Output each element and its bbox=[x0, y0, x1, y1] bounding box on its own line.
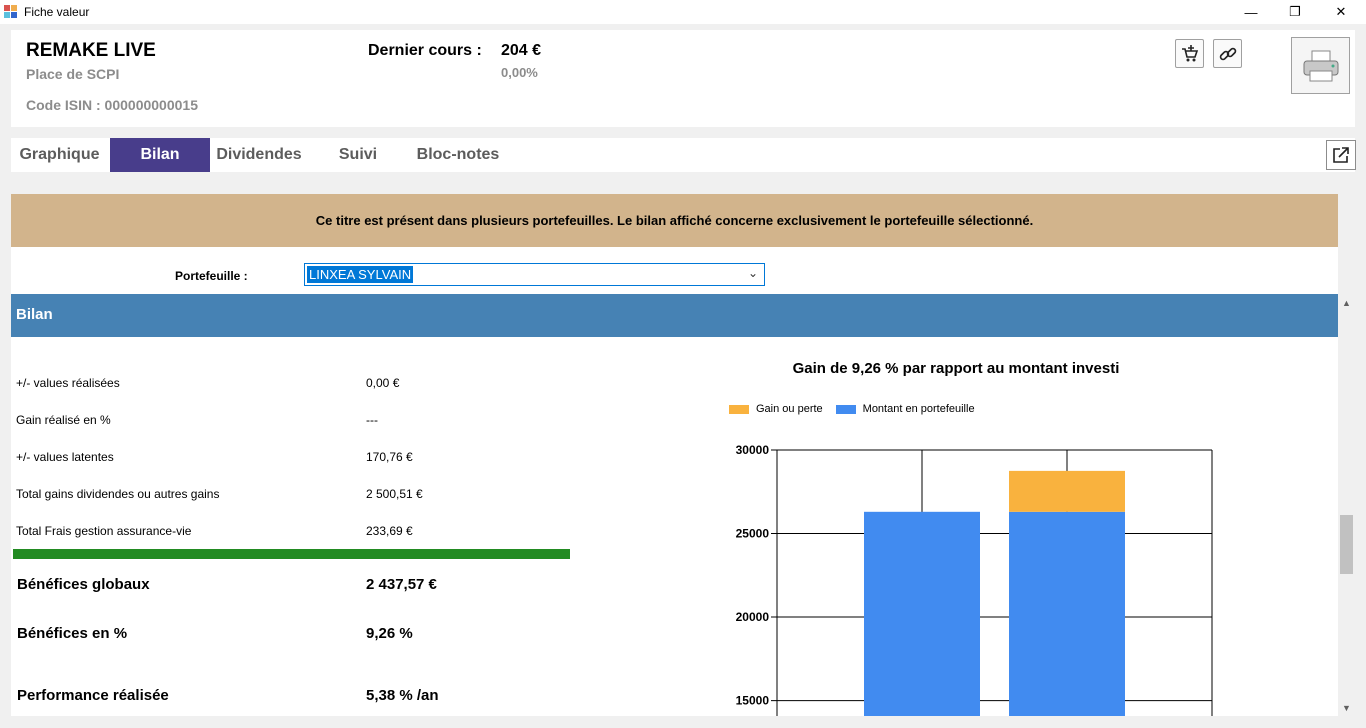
section-title: Bilan bbox=[11, 294, 1338, 337]
tab-bilan[interactable]: Bilan bbox=[110, 138, 210, 172]
y-tick-label: 20000 bbox=[736, 610, 770, 624]
legend-swatch-gain bbox=[729, 404, 749, 414]
add-to-cart-button[interactable] bbox=[1175, 39, 1204, 68]
portfolio-selected-value: LINXEA SYLVAIN bbox=[307, 266, 414, 283]
tab-bloc-notes[interactable]: Bloc-notes bbox=[416, 146, 500, 163]
portfolio-select[interactable]: LINXEA SYLVAIN ⌄ bbox=[304, 263, 765, 286]
scroll-up-arrow-icon[interactable]: ▲ bbox=[1342, 297, 1351, 308]
chevron-down-icon: ⌄ bbox=[747, 266, 758, 280]
isin-code: Code ISIN : 000000000015 bbox=[26, 97, 198, 113]
realized-performance-value: 5,38 % /an bbox=[366, 687, 439, 704]
printer-icon bbox=[1303, 50, 1338, 81]
cart-plus-icon bbox=[1181, 44, 1198, 61]
security-header: REMAKE LIVE Place de SCPI Code ISIN : 00… bbox=[11, 30, 1355, 127]
app-icon bbox=[4, 5, 18, 19]
print-button[interactable] bbox=[1291, 37, 1350, 94]
summary-divider bbox=[13, 549, 570, 559]
bar-portfolio bbox=[1009, 511, 1125, 716]
multi-portfolio-notice: Ce titre est présent dans plusieurs port… bbox=[11, 194, 1338, 247]
profit-pct-label: Bénéfices en % bbox=[17, 625, 128, 642]
external-link-icon bbox=[1333, 147, 1349, 163]
last-price-value: 204 € bbox=[501, 42, 542, 59]
portfolio-label: Portefeuille : bbox=[175, 269, 248, 283]
bar-portfolio bbox=[864, 511, 980, 716]
realized-performance-label: Performance réalisée bbox=[17, 687, 169, 704]
legend-swatch-portfolio bbox=[835, 404, 856, 414]
latent-values-label: +/- values latentes bbox=[16, 450, 114, 464]
tab-graphique[interactable]: Graphique bbox=[19, 146, 100, 163]
y-tick-label: 15000 bbox=[736, 694, 770, 708]
security-type: Place de SCPI bbox=[26, 66, 120, 82]
tab-bar: Graphique Bilan Dividendes Suivi Bloc-no… bbox=[11, 138, 1356, 172]
insurance-fees-value: 233,69 € bbox=[366, 524, 413, 538]
bar-gain bbox=[1009, 470, 1125, 512]
close-button[interactable]: ✕ bbox=[1335, 4, 1347, 19]
chart-title: Gain de 9,26 % par rapport au montant in… bbox=[792, 360, 1120, 377]
scroll-down-arrow-icon[interactable]: ▼ bbox=[1342, 702, 1351, 713]
restore-button[interactable]: ❐ bbox=[1289, 4, 1301, 19]
legend-label-gain: Gain ou perte bbox=[756, 403, 823, 415]
realized-gain-pct-value: --- bbox=[366, 413, 378, 427]
scrollbar-thumb[interactable] bbox=[1340, 515, 1353, 574]
insurance-fees-label: Total Frais gestion assurance-vie bbox=[16, 524, 192, 538]
window-title: Fiche valeur bbox=[24, 5, 90, 19]
realized-values-value: 0,00 € bbox=[366, 376, 400, 390]
legend-label-portfolio: Montant en portefeuille bbox=[862, 403, 975, 415]
y-tick-label: 30000 bbox=[736, 443, 770, 457]
latent-values-value: 170,76 € bbox=[366, 450, 413, 464]
last-price-label: Dernier cours : bbox=[368, 42, 482, 59]
profit-pct-value: 9,26 % bbox=[366, 625, 413, 642]
gain-bar-chart: 15000 20000 25000 30000 bbox=[736, 443, 1213, 716]
global-profit-value: 2 437,57 € bbox=[366, 576, 437, 593]
security-name: REMAKE LIVE bbox=[26, 40, 156, 61]
realized-values-label: +/- values réalisées bbox=[16, 376, 120, 390]
bilan-panel: Ce titre est présent dans plusieurs port… bbox=[11, 194, 1338, 716]
dividends-total-value: 2 500,51 € bbox=[366, 487, 423, 501]
y-tick-label: 25000 bbox=[736, 527, 770, 541]
minimize-button[interactable]: — bbox=[1244, 4, 1258, 20]
tab-dividendes[interactable]: Dividendes bbox=[216, 146, 302, 163]
vertical-scrollbar[interactable]: ▲ ▼ bbox=[1338, 294, 1355, 716]
title-bar: Fiche valeur — ❐ ✕ bbox=[0, 0, 1366, 24]
link-icon bbox=[1219, 47, 1236, 60]
tab-suivi[interactable]: Suivi bbox=[338, 146, 378, 163]
dividends-total-label: Total gains dividendes ou autres gains bbox=[16, 487, 220, 501]
global-profit-label: Bénéfices globaux bbox=[17, 576, 150, 593]
chart-legend: Gain ou perte Montant en portefeuille bbox=[729, 403, 988, 415]
realized-gain-pct-label: Gain réalisé en % bbox=[16, 413, 111, 427]
link-button[interactable] bbox=[1213, 39, 1242, 68]
price-change-pct: 0,00% bbox=[501, 65, 538, 80]
popout-button[interactable] bbox=[1326, 140, 1356, 170]
